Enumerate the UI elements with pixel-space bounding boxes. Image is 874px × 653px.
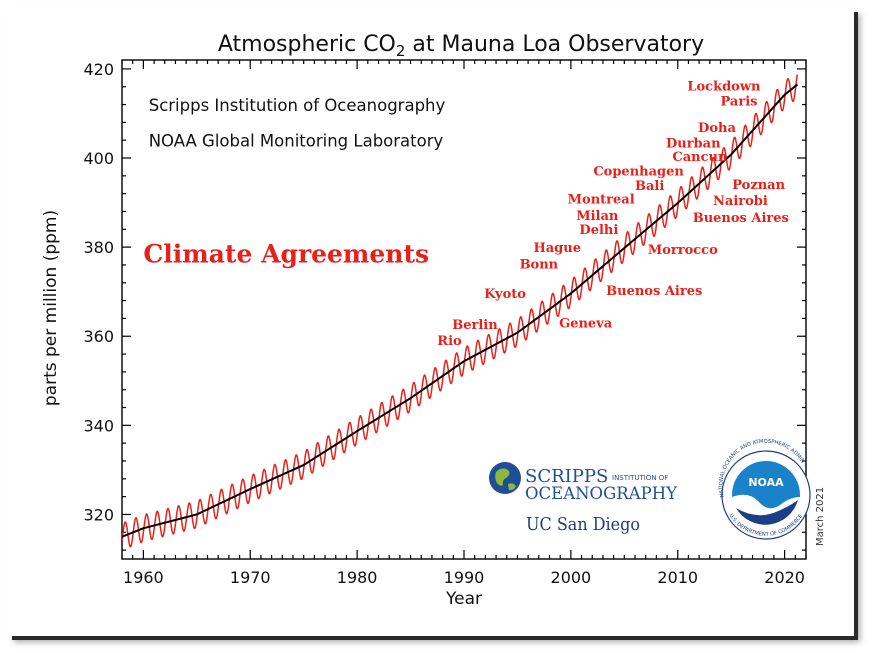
agreement-label: Buenos Aires [693, 211, 789, 226]
agreement-label: Morrocco [648, 243, 718, 258]
agreement-label: Geneva [559, 316, 613, 331]
agreement-label: Hague [533, 241, 581, 256]
agreement-label: Paris [721, 94, 758, 109]
y-tick-label: 340 [83, 416, 114, 435]
y-tick-label: 380 [83, 238, 114, 257]
agreement-label: Buenos Aires [606, 284, 702, 299]
x-tick-label: 2010 [657, 568, 698, 587]
agreement-label: Montreal [568, 192, 635, 207]
y-tick-label: 420 [83, 60, 114, 79]
agreement-label: Bali [635, 179, 664, 194]
y-tick-label: 320 [83, 505, 114, 524]
y-axis-label: parts per million (ppm) [41, 210, 61, 406]
x-tick-label: 2020 [764, 568, 805, 587]
y-tick-label: 400 [83, 149, 114, 168]
series-monthly-co2 [122, 74, 799, 548]
headline-text: Climate Agreements [143, 240, 429, 269]
x-tick-label: 1980 [337, 568, 378, 587]
x-axis: 1960 1970 1980 1990 2000 2010 2020 [121, 60, 807, 587]
ucsd-logo: UC San Diego [526, 514, 640, 535]
scripps-logo: SCRIPPS INSTITUTION OF OCEANOGRAPHY UC S… [489, 462, 678, 535]
svg-text:SCRIPPS: SCRIPPS [525, 466, 608, 487]
chart-frame: Atmospheric CO2 at Mauna Loa Observatory… [8, 8, 854, 636]
agreement-label: Cancun [672, 150, 728, 165]
co2-chart: Atmospheric CO2 at Mauna Loa Observatory… [8, 8, 826, 609]
agreement-label: Poznan [732, 178, 785, 193]
x-tick-label: 1960 [123, 568, 164, 587]
agreement-label: Kyoto [484, 287, 526, 302]
date-note: March 2021 [815, 487, 826, 546]
agreement-label: Milan [576, 209, 619, 224]
x-tick-label: 1970 [230, 568, 271, 587]
y-tick-label: 360 [83, 327, 114, 346]
x-tick-label: 2000 [551, 568, 592, 587]
credit-text: NOAA Global Monitoring Laboratory [149, 131, 444, 150]
x-axis-label: Year [445, 589, 482, 609]
agreement-label: Lockdown [687, 79, 761, 94]
svg-text:NOAA: NOAA [748, 476, 784, 489]
agreement-label: Bonn [520, 258, 559, 273]
agreement-label: Nairobi [713, 194, 768, 209]
x-tick-label: 1990 [444, 568, 485, 587]
agreement-label: Rio [437, 334, 462, 349]
svg-text:INSTITUTION OF: INSTITUTION OF [612, 474, 668, 482]
svg-text:OCEANOGRAPHY: OCEANOGRAPHY [525, 484, 678, 504]
agreement-label: Berlin [452, 318, 498, 333]
agreement-label: Delhi [579, 223, 618, 238]
credit-text: Scripps Institution of Oceanography [149, 96, 446, 115]
annotations: Scripps Institution of Oceanography NOAA … [143, 79, 788, 349]
series-trend-co2 [122, 83, 799, 538]
agreement-label: Doha [698, 121, 736, 136]
chart-title: Atmospheric CO2 at Mauna Loa Observatory [218, 32, 704, 60]
agreement-label: Durban [666, 136, 721, 151]
agreement-label: Copenhagen [593, 164, 684, 179]
